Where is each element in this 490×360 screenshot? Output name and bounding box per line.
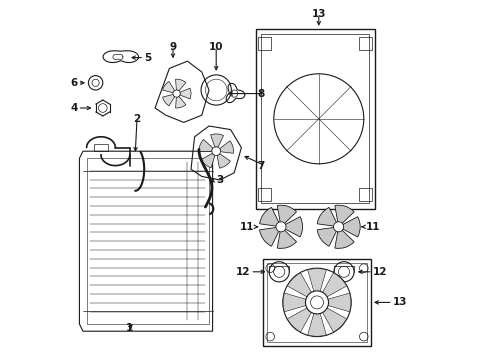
Wedge shape <box>288 302 317 332</box>
Wedge shape <box>335 227 354 248</box>
Bar <box>256 29 374 209</box>
Wedge shape <box>211 134 223 147</box>
Wedge shape <box>277 227 296 248</box>
Bar <box>261 34 369 203</box>
Bar <box>267 263 368 342</box>
Wedge shape <box>217 154 230 168</box>
Wedge shape <box>317 293 351 312</box>
Bar <box>359 188 372 201</box>
Text: 12: 12 <box>373 267 387 277</box>
Text: 11: 11 <box>240 222 254 232</box>
Wedge shape <box>317 227 339 246</box>
Text: 7: 7 <box>257 161 265 171</box>
Wedge shape <box>260 207 281 227</box>
Wedge shape <box>317 207 339 227</box>
Text: 11: 11 <box>366 222 380 232</box>
Text: 9: 9 <box>170 42 176 52</box>
Circle shape <box>173 90 180 97</box>
Bar <box>258 188 271 201</box>
Wedge shape <box>277 205 296 227</box>
Bar <box>359 37 372 50</box>
Wedge shape <box>283 293 317 312</box>
Circle shape <box>334 222 343 232</box>
Circle shape <box>276 222 286 232</box>
Text: 5: 5 <box>144 53 151 63</box>
Text: 8: 8 <box>258 89 265 99</box>
Wedge shape <box>220 141 233 153</box>
Circle shape <box>305 291 328 314</box>
Wedge shape <box>180 88 191 99</box>
Text: 13: 13 <box>312 9 326 19</box>
Wedge shape <box>163 94 175 106</box>
Wedge shape <box>175 96 186 108</box>
Wedge shape <box>201 153 215 168</box>
Text: 2: 2 <box>133 114 141 124</box>
Wedge shape <box>163 81 175 93</box>
Text: 3: 3 <box>216 175 223 185</box>
Wedge shape <box>308 269 326 302</box>
Text: 13: 13 <box>392 297 407 307</box>
Bar <box>258 37 271 50</box>
Bar <box>263 259 371 346</box>
Wedge shape <box>260 227 281 246</box>
Text: 4: 4 <box>70 103 77 113</box>
Wedge shape <box>199 139 213 152</box>
Wedge shape <box>281 217 303 237</box>
Wedge shape <box>288 273 317 302</box>
Text: 12: 12 <box>236 267 250 277</box>
Wedge shape <box>339 217 360 237</box>
Wedge shape <box>175 79 186 91</box>
Text: 10: 10 <box>209 42 223 52</box>
Wedge shape <box>335 205 354 227</box>
Text: 1: 1 <box>126 323 133 333</box>
Wedge shape <box>317 302 346 332</box>
Circle shape <box>212 147 220 156</box>
Wedge shape <box>317 273 346 302</box>
Text: 6: 6 <box>71 78 77 88</box>
Wedge shape <box>308 302 326 336</box>
